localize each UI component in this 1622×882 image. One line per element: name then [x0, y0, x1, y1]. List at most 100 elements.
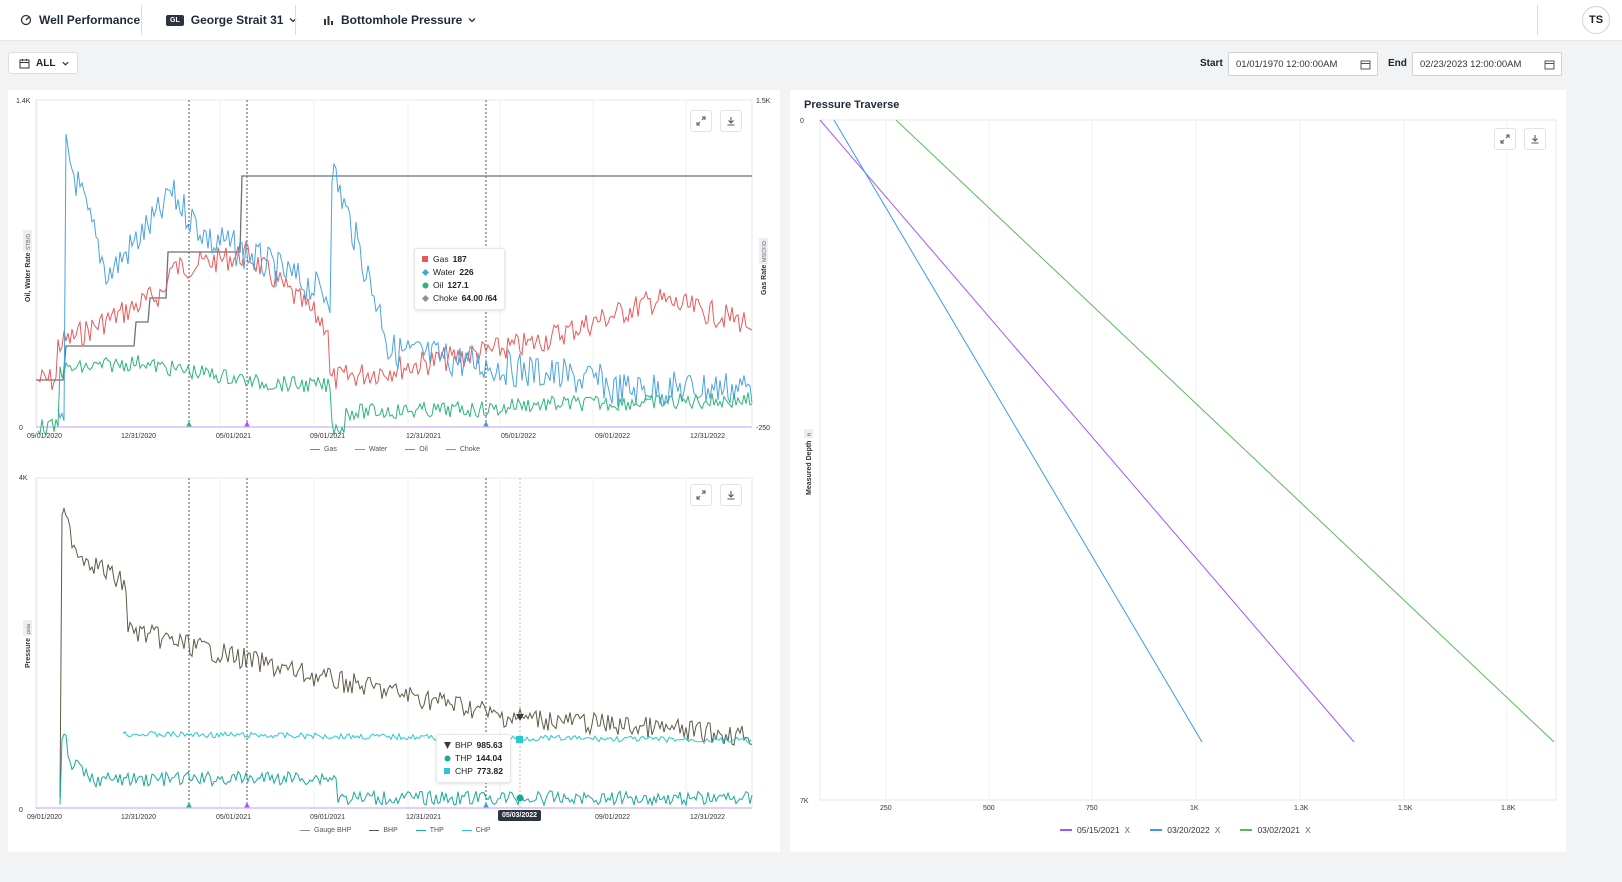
water-series-line	[57, 133, 753, 421]
oil-series-line	[37, 355, 753, 436]
chp-hover-marker	[516, 736, 523, 743]
x-axis-tick-label: 750	[1086, 805, 1098, 812]
circle-marker-icon	[422, 282, 429, 289]
legend-item-gauge-bhp[interactable]: Gauge BHP	[300, 827, 351, 834]
y-unit: psia	[26, 623, 32, 634]
diamond-marker-icon	[422, 295, 429, 302]
y-axis-title: Measured Depth	[806, 441, 813, 495]
download-button[interactable]	[720, 110, 742, 132]
y-left-unit: STB/D	[26, 234, 32, 250]
remove-series-button[interactable]: X	[1124, 825, 1131, 835]
thp-series-line	[59, 733, 753, 807]
x-axis-tick-label: 05/01/2021	[216, 433, 251, 440]
pressure-chart[interactable]: 4K 0 Pressure psia 09/01/2020 12/31/2020 0…	[8, 470, 780, 850]
choke-series-line	[36, 175, 752, 381]
legend-item-03-20-2022[interactable]: 03/20/2022 X	[1150, 825, 1220, 835]
legend-item-bhp[interactable]: BHP	[369, 827, 398, 834]
legend-item-05-15-2021[interactable]: 05/15/2021 X	[1060, 825, 1130, 835]
calendar-icon[interactable]	[1544, 59, 1555, 70]
production-rate-chart[interactable]: 1.4K 0 1.5K -250 Oil, Water Rate STB/D G…	[8, 90, 780, 470]
production-charts-panel: 1.4K 0 1.5K -250 Oil, Water Rate STB/D G…	[8, 90, 780, 852]
legend-item-gas[interactable]: Gas	[310, 446, 337, 453]
y-min-tick: 0	[19, 807, 23, 814]
y-right-max-tick: 1.5K	[756, 98, 771, 105]
plot-area	[35, 477, 753, 809]
plot-area	[35, 99, 753, 428]
remove-series-button[interactable]: X	[1214, 825, 1221, 835]
end-date-input[interactable]: 02/23/2023 12:00:00AM	[1412, 52, 1562, 76]
legend-item-03-02-2021[interactable]: 03/02/2021 X	[1240, 825, 1311, 835]
filter-bar: ALL Start 01/01/1970 12:00:00AM End 02/2…	[0, 40, 1622, 86]
x-axis-tick-label: 12/31/2022	[690, 433, 725, 440]
view-selector-dropdown[interactable]: Bottomhole Pressure	[323, 0, 477, 40]
well-name: George Strait 31	[190, 13, 284, 27]
divider	[1537, 5, 1538, 35]
x-axis-tick-label: 12/31/2020	[121, 814, 156, 821]
pressure-traverse-chart[interactable]: 0 7K Measured Depth ft 250 500 750 1K 1.3K 1.…	[790, 90, 1566, 852]
x-axis-tick-label: 09/01/2021	[310, 433, 345, 440]
start-date-value: 01/01/1970 12:00:00AM	[1236, 58, 1338, 70]
diamond-marker-icon	[422, 269, 429, 276]
x-axis-tick-label: 09/01/2022	[595, 814, 630, 821]
start-date-input[interactable]: 01/01/1970 12:00:00AM	[1228, 52, 1378, 76]
download-icon	[727, 491, 735, 500]
hover-date-label: 05/03/2022	[498, 810, 542, 821]
legend-item-oil[interactable]: Oil	[405, 446, 428, 453]
y-left-min-tick: 0	[19, 425, 23, 432]
circle-marker-icon	[444, 755, 451, 762]
expand-icon	[696, 116, 706, 126]
download-button[interactable]	[720, 484, 742, 506]
gas-series-line	[37, 240, 753, 391]
y-max-tick: 4K	[19, 475, 28, 482]
bar-chart-icon	[324, 15, 333, 25]
x-axis-tick-label: 09/01/2020	[27, 814, 62, 821]
event-marker	[483, 802, 489, 808]
event-marker	[244, 802, 250, 808]
legend-item-water[interactable]: Water	[354, 446, 387, 453]
gauge-icon	[20, 14, 32, 26]
bhp-series-line	[59, 506, 753, 798]
x-axis-tick-label: 1.5K	[1398, 805, 1413, 812]
bottom-chart-tooltip: BHP 985.63 THP 144.04 CHP 773.82	[436, 734, 511, 783]
top-chart-tooltip: Gas 187 Water 226 Oil 127.1 Choke 64.00 /64	[414, 248, 506, 310]
y-right-unit: MSCF/D	[762, 241, 768, 262]
triangle-marker-icon	[444, 742, 451, 749]
divider	[295, 5, 296, 35]
traverse-legend: 05/15/2021 X 03/20/2022 X 03/02/2021 X	[1060, 825, 1331, 835]
expand-button[interactable]	[690, 484, 712, 506]
pressure-traverse-panel: Pressure Traverse 0 7K Measured Depth ft…	[790, 90, 1566, 852]
remove-series-button[interactable]: X	[1304, 825, 1311, 835]
x-axis-tick-label: 09/01/2022	[595, 433, 630, 440]
divider	[141, 5, 142, 35]
y-left-max-tick: 1.4K	[16, 98, 31, 105]
legend-item-thp[interactable]: THP	[415, 827, 444, 834]
user-avatar[interactable]: TS	[1582, 6, 1610, 34]
event-marker	[186, 802, 192, 808]
event-marker	[244, 421, 250, 427]
legend-item-choke[interactable]: Choke	[445, 446, 480, 453]
download-icon	[1531, 135, 1539, 144]
expand-icon	[696, 490, 706, 500]
traverse-series-03-02-2021	[895, 119, 1555, 743]
traverse-series-05-15-2021	[819, 119, 1355, 743]
download-button[interactable]	[1524, 128, 1546, 150]
calendar-icon[interactable]	[1360, 59, 1371, 70]
chevron-down-icon	[62, 61, 70, 66]
x-axis-tick-label: 1.3K	[1294, 805, 1309, 812]
expand-button[interactable]	[1494, 128, 1516, 150]
well-performance-nav[interactable]: Well Performance	[20, 0, 140, 40]
date-range-dropdown[interactable]: ALL	[8, 52, 78, 74]
well-selector-dropdown[interactable]: GL George Strait 31	[166, 0, 298, 40]
y-right-axis-title: Gas Rate	[761, 265, 768, 295]
x-axis-tick-label: 09/01/2020	[27, 433, 62, 440]
top-navigation-bar: Well Performance GL George Strait 31 Bot…	[0, 0, 1622, 41]
y-left-axis-title: Oil, Water Rate	[25, 252, 32, 302]
top-chart-legend: Gas Water Oil Choke	[310, 446, 498, 453]
x-axis-tick-label: 05/01/2021	[216, 814, 251, 821]
chevron-down-icon	[289, 18, 297, 23]
expand-button[interactable]	[690, 110, 712, 132]
legend-item-chp[interactable]: CHP	[461, 827, 491, 834]
y-right-min-tick: -250	[756, 425, 770, 432]
thp-hover-marker	[516, 794, 524, 802]
event-marker	[483, 421, 489, 427]
